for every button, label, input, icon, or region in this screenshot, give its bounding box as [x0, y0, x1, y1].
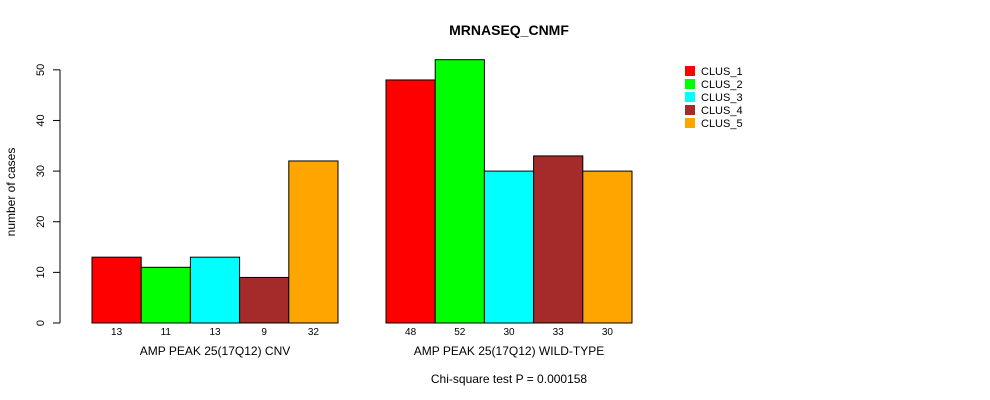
- legend-swatch: [685, 92, 695, 102]
- legend-item: CLUS_1: [685, 66, 743, 78]
- bar: [533, 155, 584, 324]
- legend-item: CLUS_4: [685, 105, 743, 117]
- bar: [140, 266, 191, 324]
- legend-label: CLUS_5: [701, 118, 743, 130]
- bar-count-label: 52: [454, 327, 466, 338]
- bar-count-label: 9: [261, 327, 267, 338]
- bars: 13 11 13 9 32 AMP PEAK 25(17Q12) CNV 48 52 30 33 3…: [91, 59, 633, 358]
- legend-label: CLUS_4: [701, 105, 743, 117]
- group-label: AMP PEAK 25(17Q12) CNV: [140, 344, 291, 358]
- bar: [385, 79, 436, 324]
- y-tick-label: 40: [35, 114, 47, 126]
- y-tick-label: 10: [35, 266, 47, 278]
- bar: [239, 276, 290, 324]
- bar-count-label: 48: [405, 327, 417, 338]
- bar: [91, 256, 142, 324]
- y-tick-label: 20: [35, 216, 47, 228]
- bar-group: 48 52 30 33 30 AMP PEAK 25(17Q12) WILD-TYPE: [385, 59, 633, 358]
- bar: [189, 256, 241, 324]
- group-label: AMP PEAK 25(17Q12) WILD-TYPE: [414, 344, 605, 358]
- bar-count-label: 33: [553, 327, 565, 338]
- y-tick-label: 50: [35, 64, 47, 76]
- legend-swatch: [685, 118, 695, 128]
- legend-swatch: [685, 79, 695, 89]
- bar-count-label: 30: [503, 327, 515, 338]
- bar: [434, 59, 485, 324]
- legend-item: CLUS_5: [685, 118, 743, 130]
- chart-title: MRNASEQ_CNMF: [449, 22, 569, 38]
- bar: [483, 170, 535, 324]
- legend-label: CLUS_2: [701, 79, 743, 91]
- legend-label: CLUS_3: [701, 92, 743, 104]
- legend-item: CLUS_3: [685, 92, 743, 104]
- chi-square-annotation: Chi-square test P = 0.000158: [431, 372, 588, 386]
- y-tick-label: 0: [35, 320, 47, 326]
- bar-count-label: 13: [209, 327, 221, 338]
- bar-count-label: 32: [308, 327, 320, 338]
- bar: [288, 160, 339, 324]
- y-axis-label: number of cases: [4, 148, 18, 237]
- y-tick-label: 30: [35, 165, 47, 177]
- bar-count-label: 13: [111, 327, 123, 338]
- legend-label: CLUS_1: [701, 66, 743, 78]
- bar-count-label: 30: [602, 327, 614, 338]
- bar: [582, 170, 633, 324]
- legend-item: CLUS_2: [685, 79, 743, 91]
- y-axis: 0 10 20 30 40 50: [35, 64, 61, 326]
- legend-swatch: [685, 66, 695, 76]
- legend-swatch: [685, 105, 695, 115]
- bar-count-label: 11: [161, 327, 172, 338]
- bar-group: 13 11 13 9 32 AMP PEAK 25(17Q12) CNV: [91, 160, 339, 358]
